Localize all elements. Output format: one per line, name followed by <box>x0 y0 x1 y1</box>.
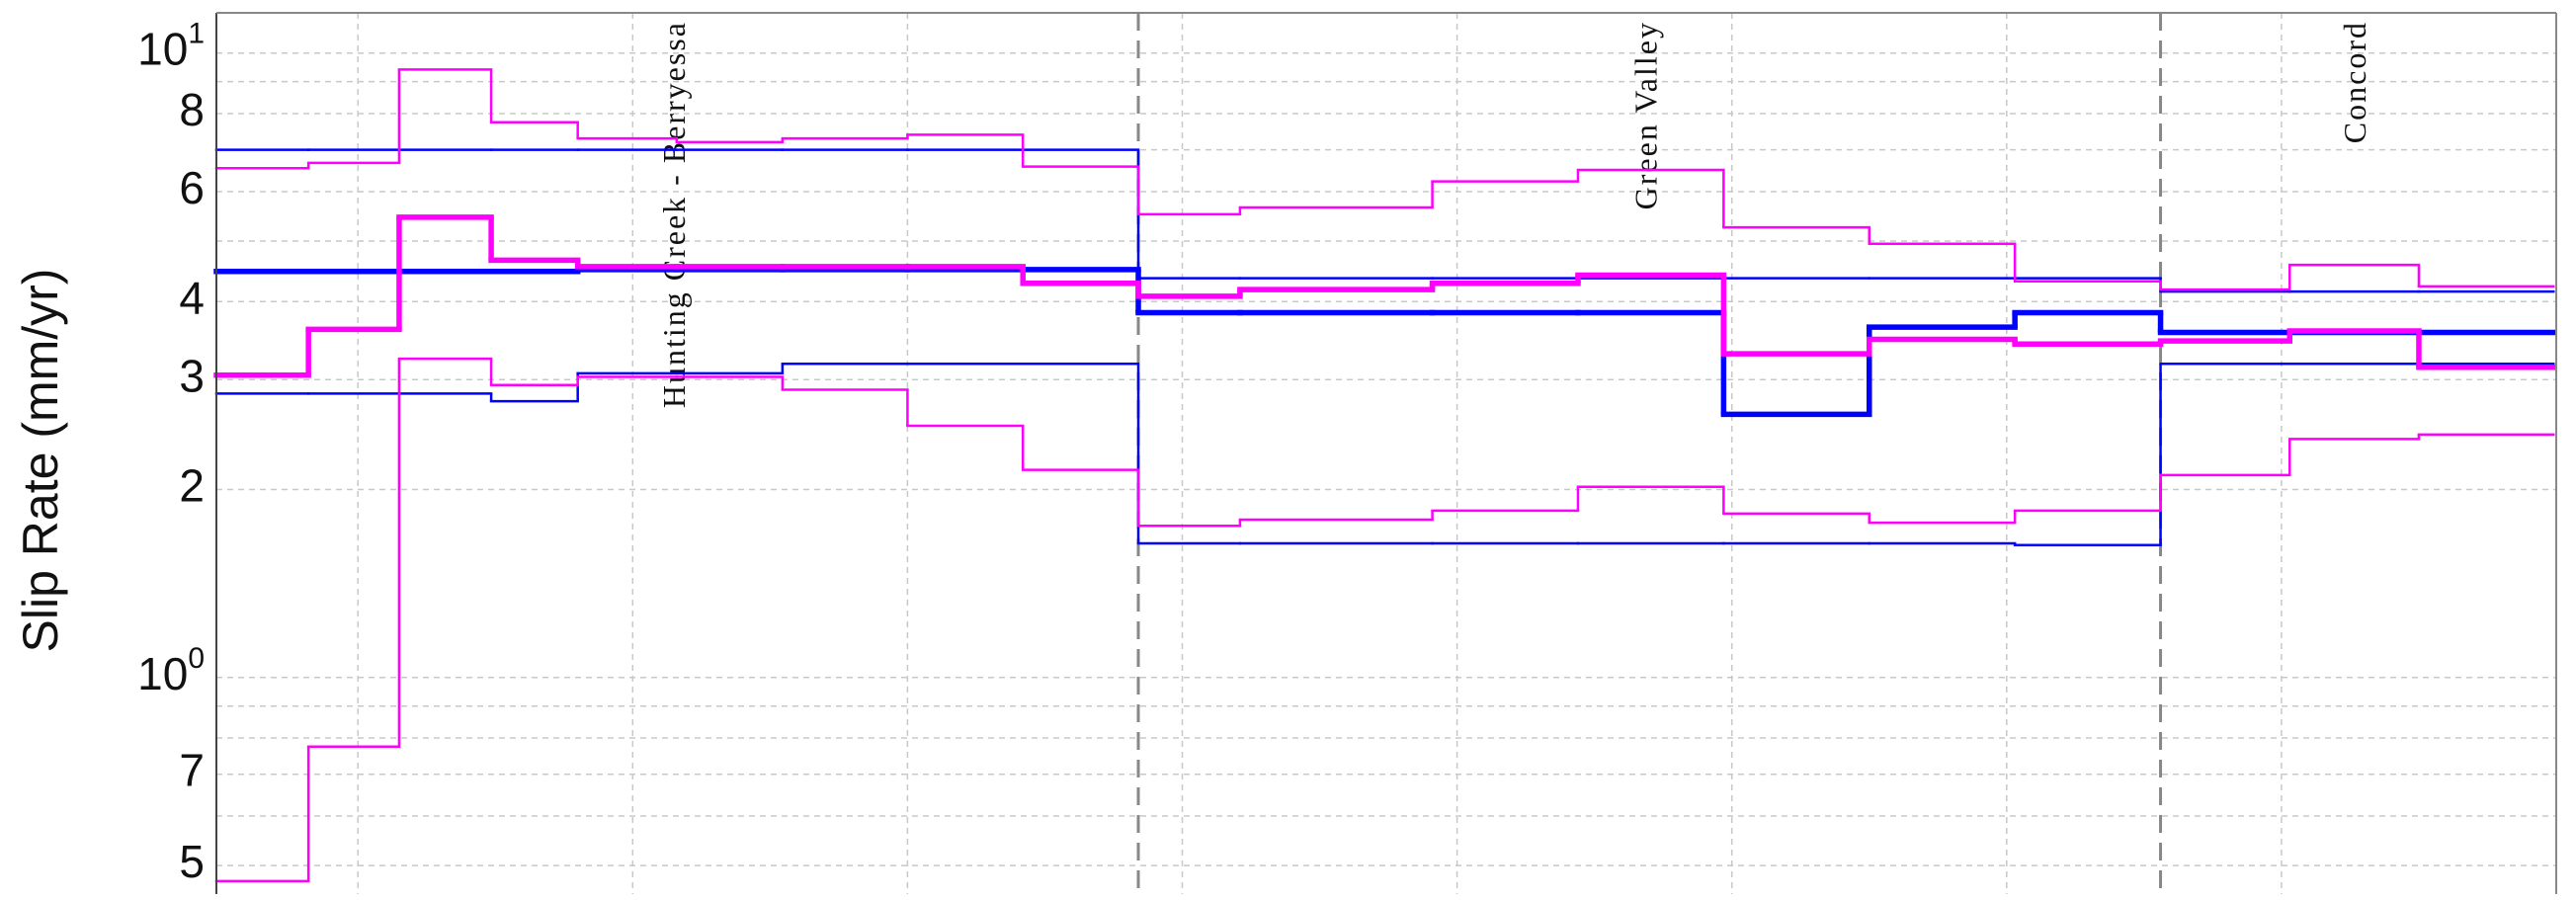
y-axis-label: Slip Rate (mm/yr) <box>13 269 68 653</box>
y-tick-label: 6 <box>179 162 205 213</box>
section-label: Concord <box>2337 21 2372 143</box>
y-tick-base: 10 <box>137 648 188 699</box>
y-tick-label: 5 <box>179 836 205 887</box>
y-tick-label: 101 <box>137 18 205 75</box>
section-label: Green Valley <box>1628 21 1664 209</box>
y-tick-label: 8 <box>179 84 205 135</box>
y-tick-base: 5 <box>179 836 205 887</box>
y-tick-exponent: 0 <box>188 642 205 675</box>
y-tick-label: 4 <box>179 272 205 323</box>
y-tick-label: 100 <box>137 642 205 699</box>
y-tick-label: 2 <box>179 460 205 512</box>
y-tick-label: 3 <box>179 350 205 401</box>
y-tick-base: 7 <box>179 745 205 796</box>
section-label: Hunting Creek - Berryessa <box>656 21 692 408</box>
y-tick-base: 10 <box>137 24 188 75</box>
y-tick-label: 7 <box>179 745 205 796</box>
y-tick-exponent: 1 <box>188 18 205 50</box>
